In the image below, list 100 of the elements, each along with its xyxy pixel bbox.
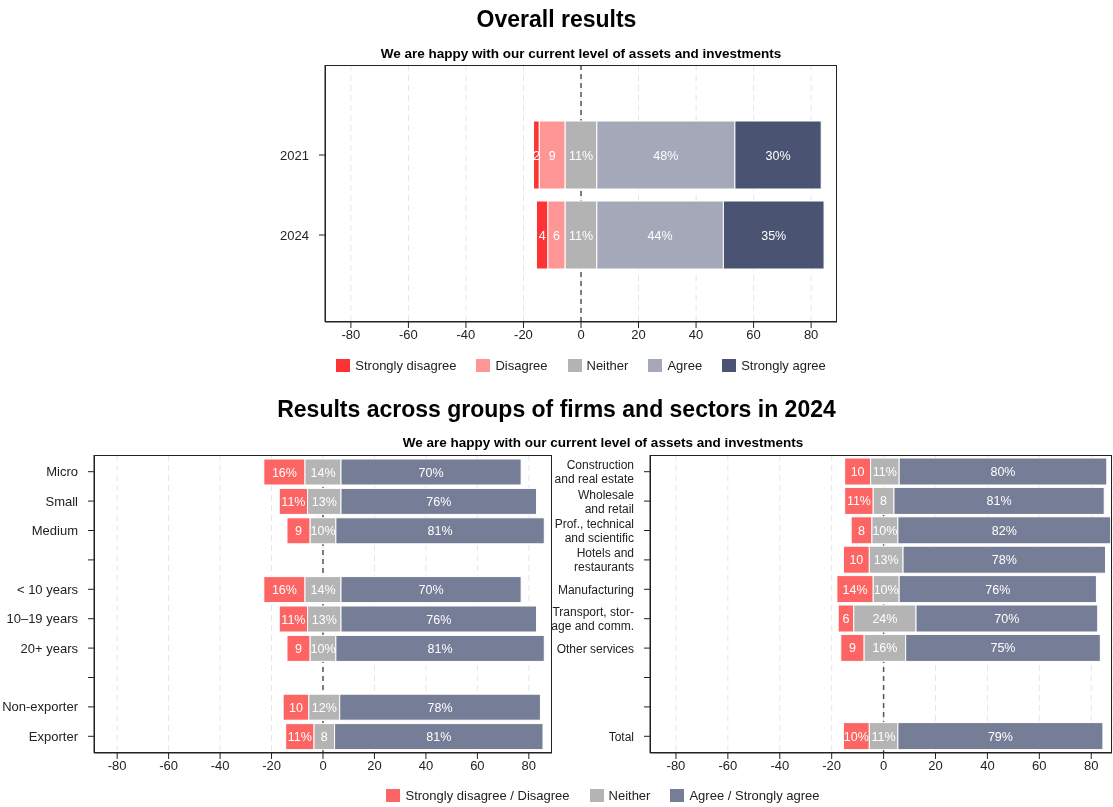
x-tick-label: -60 bbox=[718, 758, 738, 774]
data-label: 14% bbox=[842, 582, 868, 597]
chart-subtitle: We are happy with our current level of assets and investments bbox=[379, 46, 783, 61]
y-tick-label: Exporter bbox=[28, 728, 79, 744]
x-tick-label: 80 bbox=[521, 758, 537, 774]
data-label: 6 bbox=[842, 612, 850, 626]
data-label: 16% bbox=[271, 583, 297, 598]
data-label: 70% bbox=[418, 465, 444, 480]
data-label: 6 bbox=[553, 228, 561, 243]
data-label: 78% bbox=[427, 700, 453, 715]
x-tick-label: 60 bbox=[1032, 758, 1047, 774]
x-tick-label: 40 bbox=[688, 327, 704, 343]
data-label: 11% bbox=[281, 612, 306, 627]
data-label: 9 bbox=[295, 641, 303, 656]
x-tick-label: 20 bbox=[928, 758, 943, 774]
data-label: 10% bbox=[310, 641, 336, 656]
data-label: 8 bbox=[320, 730, 328, 745]
data-label: 11% bbox=[568, 148, 594, 163]
data-label: 14% bbox=[310, 583, 336, 598]
data-label: 81% bbox=[427, 524, 453, 539]
x-tick-label: 20 bbox=[367, 758, 382, 774]
legend-label: Disagree bbox=[495, 358, 548, 373]
data-label: 48% bbox=[653, 148, 679, 163]
data-label: 10 bbox=[849, 553, 864, 568]
data-label: 13% bbox=[311, 612, 337, 627]
y-tick-label: Non-exporter bbox=[2, 699, 79, 715]
data-label: 13% bbox=[873, 553, 899, 568]
y-tick-label: Manufacturing bbox=[557, 582, 634, 597]
x-tick-label: 60 bbox=[746, 327, 761, 343]
data-label: 30% bbox=[765, 148, 791, 163]
data-label: 8 bbox=[858, 523, 866, 538]
x-tick-label: -80 bbox=[341, 327, 361, 343]
data-label: 81% bbox=[427, 641, 453, 656]
x-tick-label: -20 bbox=[262, 758, 281, 774]
data-label: 81% bbox=[426, 730, 452, 745]
y-tick-label: Total bbox=[608, 729, 634, 744]
x-tick-label: -40 bbox=[770, 758, 790, 774]
data-label: 70% bbox=[418, 583, 444, 598]
data-label: 9 bbox=[295, 524, 303, 539]
legend-label: Agree / Strongly agree bbox=[689, 788, 820, 803]
chart-title: Results across groups of firms and sectors in 2024 bbox=[276, 396, 837, 423]
data-label: 11% bbox=[846, 494, 871, 509]
x-tick-label: 80 bbox=[803, 327, 819, 343]
data-label: 79% bbox=[987, 729, 1013, 744]
y-tick-label: Wholesale and retail bbox=[577, 487, 635, 516]
data-label: 11% bbox=[872, 465, 897, 479]
x-tick-label: 0 bbox=[879, 758, 888, 774]
data-label: 4 bbox=[538, 228, 546, 243]
x-tick-label: -20 bbox=[514, 327, 533, 343]
y-tick-label: Transport, stor- age and comm. bbox=[551, 605, 634, 634]
data-label: 9 bbox=[848, 641, 856, 656]
data-label: 2 bbox=[532, 148, 540, 163]
x-tick-label: -80 bbox=[107, 758, 127, 774]
data-label: 81% bbox=[986, 494, 1012, 509]
y-tick-label: Hotels and restaurants bbox=[573, 546, 634, 575]
x-tick-label: -80 bbox=[666, 758, 686, 774]
data-label: 24% bbox=[872, 612, 898, 626]
y-tick-label: < 10 years bbox=[16, 581, 79, 597]
data-label: 10 bbox=[850, 465, 865, 479]
x-tick-label: 20 bbox=[631, 327, 646, 343]
data-label: 11% bbox=[281, 494, 306, 509]
text: We are happy with our current level of assets and investments bbox=[401, 435, 805, 450]
y-tick-label: Other services bbox=[556, 641, 634, 656]
data-label: 10% bbox=[310, 524, 336, 539]
data-label: 10% bbox=[843, 729, 869, 744]
data-label: 80% bbox=[990, 465, 1016, 479]
x-tick-label: -40 bbox=[456, 327, 476, 343]
data-label: 76% bbox=[985, 582, 1011, 597]
legend-label: Strongly agree bbox=[741, 358, 826, 373]
data-label: 10 bbox=[289, 700, 303, 715]
data-label: 9 bbox=[548, 148, 556, 163]
x-tick-label: -60 bbox=[159, 758, 179, 774]
data-label: 82% bbox=[991, 523, 1017, 538]
x-tick-label: 80 bbox=[1084, 758, 1099, 774]
x-tick-label: 40 bbox=[418, 758, 434, 774]
data-label: 10% bbox=[873, 582, 899, 597]
y-tick-label: Construction and real estate bbox=[554, 458, 635, 487]
y-tick-label: Prof., technical and scientific bbox=[554, 517, 634, 545]
data-label: 13% bbox=[311, 494, 337, 509]
x-tick-label: -20 bbox=[822, 758, 842, 774]
y-tick-label: 20+ years bbox=[20, 640, 79, 656]
legend-label: Strongly disagree bbox=[355, 358, 457, 373]
data-label: 11% bbox=[287, 730, 312, 745]
x-tick-label: 40 bbox=[980, 758, 995, 774]
data-label: 16% bbox=[271, 465, 297, 480]
data-label: 78% bbox=[991, 553, 1017, 568]
x-tick-label: 0 bbox=[577, 327, 585, 343]
y-tick-label: Micro bbox=[46, 464, 78, 480]
y-tick-label: Medium bbox=[31, 523, 78, 538]
data-label: 8 bbox=[880, 494, 888, 509]
y-tick-label: 2024 bbox=[280, 227, 309, 243]
data-label: 76% bbox=[426, 494, 452, 509]
x-tick-label: -40 bbox=[210, 758, 230, 774]
data-label: 11% bbox=[568, 228, 594, 243]
y-tick-label: 10–19 years bbox=[6, 611, 79, 627]
legend-label: Neither bbox=[608, 788, 651, 803]
x-tick-label: 60 bbox=[470, 758, 485, 774]
data-label: 11% bbox=[871, 729, 896, 744]
data-label: 16% bbox=[872, 641, 898, 656]
data-label: 35% bbox=[761, 228, 787, 243]
